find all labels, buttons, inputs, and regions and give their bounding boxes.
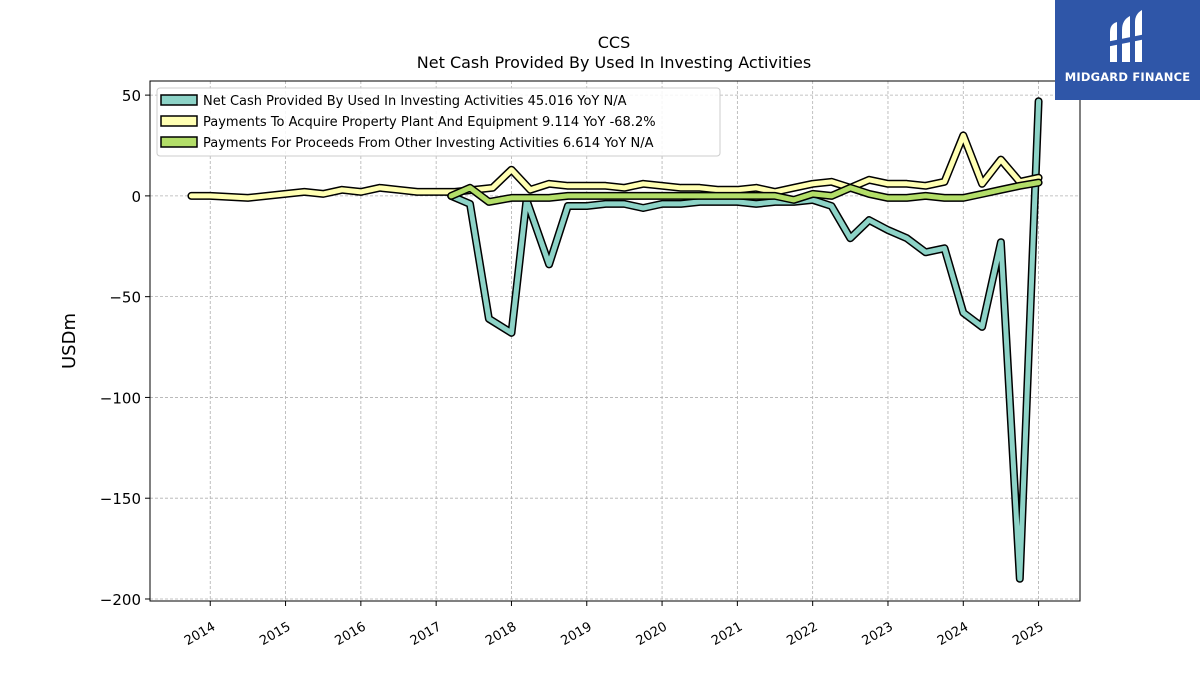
legend-label: Net Cash Provided By Used In Investing A… [203,94,627,109]
x-tick-label: 2015 [257,619,293,649]
legend-swatch [160,94,198,106]
y-tick-label: −50 [109,289,141,307]
series-line [448,180,1042,205]
chart-subtitle: Net Cash Provided By Used In Investing A… [417,53,811,72]
grid-lines [150,81,1080,601]
brand-name: MIDGARD FINANCE [1064,70,1191,84]
y-tick-label: −150 [100,490,141,508]
y-tick-label: −100 [100,389,141,407]
x-tick-label: 2024 [935,619,971,649]
legend-swatch [160,115,198,127]
legend-box [156,87,721,157]
y-axis-label: USDm [59,313,80,369]
y-tick-label: 0 [131,188,141,206]
plot-frame [149,80,1081,602]
brand-logo: MIDGARD FINANCE [1055,0,1200,100]
series-line [448,98,1042,582]
x-tick-label: 2017 [408,619,444,649]
x-tick-label: 2023 [860,619,896,649]
x-tick-label: 2021 [709,619,745,649]
axis-ticks: 50 0 −50 −100 −150 −200 2014 2015 2016 2017 2018 20… [100,87,1047,649]
x-tick-label: 2018 [483,619,519,649]
y-tick-label: −200 [100,591,141,609]
x-tick-label: 2014 [182,619,218,649]
x-tick-label: 2022 [784,619,820,649]
x-tick-label: 2025 [1010,619,1046,649]
chart-title: CCS [598,33,631,52]
x-tick-label: 2020 [634,619,670,649]
series-line [188,132,1042,201]
series-3 [447,178,1043,206]
x-tick-label: 2019 [558,619,594,649]
series-2 [187,131,1043,202]
x-tick-label: 2016 [333,619,369,649]
legend-swatch [160,136,198,148]
legend-label: Payments To Acquire Property Plant And E… [203,115,656,130]
y-tick-label: 50 [122,87,141,105]
midgard-logo-icon [1106,10,1146,62]
legend-label: Payments For Proceeds From Other Investi… [203,136,654,151]
series-1 [447,97,1043,583]
legend: Net Cash Provided By Used In Investing A… [156,87,721,157]
series-lines [187,97,1043,583]
